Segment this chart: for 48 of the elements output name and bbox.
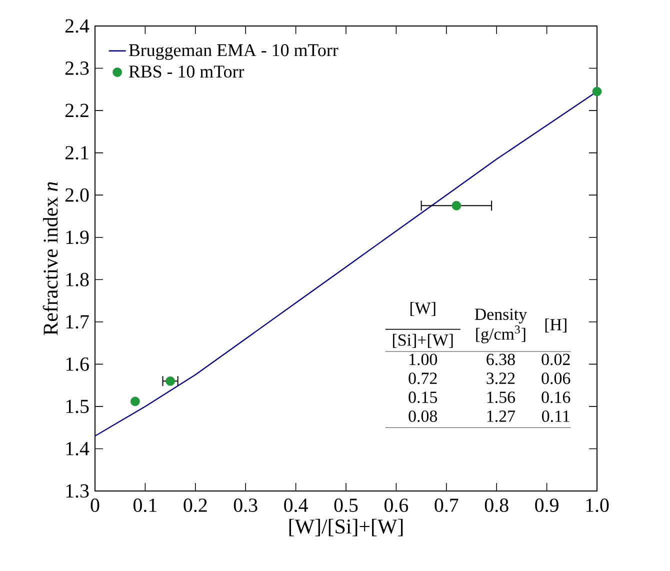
annotation: 3.22 (486, 372, 515, 384)
annotation: 0.06 (542, 372, 570, 384)
point (452, 200, 462, 210)
y-tick-label: 1.9 (66, 230, 89, 244)
point (166, 376, 175, 386)
y-tick-label: 1.7 (66, 315, 89, 329)
y-tick-label: 2.3 (65, 62, 89, 76)
x-tick-label: 0.9 (535, 498, 558, 512)
annotation: [H] (545, 318, 566, 332)
legend-label: Bruggeman EMA - 10 mTorr (128, 44, 338, 60)
x-tick-label: 0.6 (384, 498, 408, 512)
annotation: 0.02 (542, 354, 570, 366)
point (592, 86, 602, 96)
point (130, 396, 140, 406)
x-tick-label: 0 (90, 498, 100, 512)
annotation: [Si]+[W] (393, 334, 453, 348)
x-tick-label: 1.0 (586, 498, 609, 512)
y-tick-label: 2.0 (65, 188, 89, 202)
x-axis-title: [W]/[Si]+[W] (289, 518, 403, 536)
x-tick-label: 0.2 (184, 498, 207, 512)
annotation: 1.00 (410, 354, 438, 366)
y-tick-label: 2.1 (65, 146, 88, 160)
annotation: Density (474, 308, 527, 324)
x-tick-label: 0.1 (134, 498, 156, 512)
annotation: [W] (410, 302, 436, 316)
y-tick-label: 2.2 (65, 104, 88, 118)
y-tick-label: 1.6 (66, 357, 89, 371)
x-tick-label: 0.3 (234, 498, 258, 512)
x-tick-label: 0.5 (334, 498, 358, 512)
annotation: 0.08 (408, 410, 438, 422)
y-tick-label: 1.8 (66, 272, 89, 286)
legend-label: RBS - 10 mTorr (128, 66, 244, 78)
annotation: 0.11 (542, 410, 570, 422)
y-tick-label: 1.4 (66, 442, 90, 456)
x-tick-label: 0.8 (484, 498, 508, 512)
annotation: 1.27 (487, 410, 516, 422)
annotation: [g/cm$^{3}$] (476, 325, 526, 344)
x-tick-label: 0.7 (434, 498, 458, 512)
annotation: 6.38 (486, 354, 515, 366)
y-tick-label: 1.5 (66, 400, 89, 414)
annotation: 1.56 (487, 392, 516, 404)
annotation: 0.16 (542, 392, 570, 404)
y-tick-label: 2.4 (65, 19, 90, 33)
y-tick-label: 1.3 (66, 484, 89, 498)
annotation: 0.15 (408, 392, 438, 404)
x-tick-label: 0.4 (284, 498, 308, 512)
y-axis-title: Refractive index n (42, 182, 58, 336)
annotation: 0.72 (408, 372, 437, 384)
